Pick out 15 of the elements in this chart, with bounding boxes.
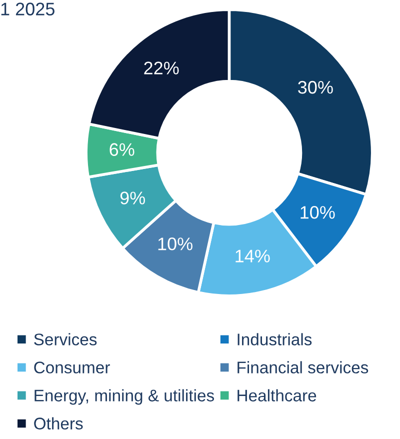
legend-label: Financial services	[238, 361, 368, 374]
legend-label: Healthcare	[238, 389, 316, 402]
data-label: 6%	[110, 143, 134, 156]
data-label: 10%	[158, 238, 192, 250]
data-label: 30%	[298, 80, 333, 94]
legend-label: Others	[34, 417, 83, 430]
legend-label: Industrials	[238, 333, 312, 346]
legend-label: Energy, mining & utilities	[34, 389, 214, 405]
chart-title: 1 2025	[1, 2, 54, 16]
legend-label: Services	[34, 333, 97, 346]
legend-label: Consumer	[34, 362, 110, 374]
data-label: 22%	[144, 62, 179, 74]
data-label: 10%	[300, 206, 335, 219]
data-label: 14%	[236, 250, 270, 262]
data-label: 9%	[120, 192, 146, 204]
